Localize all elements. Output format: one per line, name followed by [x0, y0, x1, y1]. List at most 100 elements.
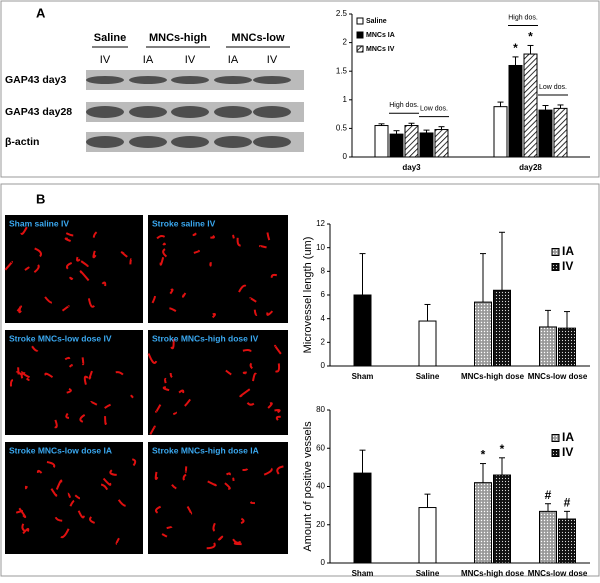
significance-mark: *: [500, 442, 505, 456]
micrograph: [5, 330, 143, 435]
bar: [420, 133, 433, 157]
blot-row-label: GAP43 day28: [5, 106, 72, 118]
panel-label: B: [36, 191, 45, 206]
legend-label: MNCs IA: [366, 32, 395, 39]
bar: [435, 130, 448, 157]
legend-swatch: [552, 264, 559, 271]
y-tick-label: 0: [343, 152, 348, 161]
vessel: [130, 259, 131, 264]
x-tick-label: MNCs-low dose: [528, 569, 588, 578]
significance-mark: *: [481, 448, 486, 462]
micrograph-label: Stroke MNCs-high dose IV: [152, 333, 259, 343]
dose-label: High dos.: [508, 14, 538, 21]
y-tick-label: 1.5: [336, 66, 348, 75]
micrograph: [148, 442, 288, 554]
significance-mark: *: [513, 41, 518, 55]
legend-swatch: [552, 249, 559, 256]
micrograph: [148, 215, 288, 323]
y-tick-label: 20: [316, 520, 325, 529]
vessel: [70, 278, 73, 280]
blot-band: [86, 136, 124, 148]
x-tick-label: day28: [519, 163, 542, 172]
y-tick-label: 12: [316, 219, 325, 228]
legend-swatch: [357, 46, 363, 52]
bar: [354, 473, 371, 563]
bar: [494, 290, 511, 366]
legend-swatch: [552, 435, 559, 442]
micrograph-label: Stroke MNCs-low dose IA: [9, 445, 112, 455]
micrograph-label: Stroke MNCs-high dose IA: [152, 445, 259, 455]
vessel: [105, 416, 106, 424]
lane-label: IV: [267, 54, 278, 66]
bar: [540, 511, 557, 563]
blot-band: [171, 76, 209, 84]
blot-group: MNCs-high: [149, 32, 207, 44]
vessel: [244, 373, 247, 374]
y-tick-label: 80: [316, 405, 325, 414]
blot-band: [129, 106, 167, 118]
blot-group: Saline: [94, 32, 126, 44]
blot-band: [214, 76, 252, 84]
y-tick-label: 0.5: [336, 124, 348, 133]
y-tick-label: 10: [316, 243, 325, 252]
legend-label: IA: [562, 430, 574, 444]
blot-group: MNCs-low: [231, 32, 285, 44]
y-tick-label: 4: [321, 314, 326, 323]
y-axis-label: Microvessel length (um): [302, 237, 314, 354]
blot-row-label: GAP43 day3: [5, 74, 66, 86]
dose-label: Low dos.: [420, 106, 448, 113]
lane-label: IA: [143, 54, 154, 66]
vessel: [83, 357, 84, 364]
vessel: [131, 396, 133, 398]
bar: [475, 483, 492, 563]
bar: [559, 328, 576, 366]
significance-mark: *: [528, 30, 533, 44]
legend-label: IV: [562, 445, 573, 459]
bar: [405, 126, 418, 157]
vessel: [233, 236, 234, 239]
lane-label: IA: [228, 54, 239, 66]
bar: [419, 321, 436, 366]
micrograph-label: Stroke saline IV: [152, 218, 216, 228]
x-tick-label: day3: [402, 163, 421, 172]
bar: [559, 519, 576, 563]
bar: [494, 475, 511, 563]
y-tick-label: 2: [321, 337, 326, 346]
vessel: [251, 502, 255, 503]
significance-mark: #: [564, 496, 571, 510]
blot-band: [129, 136, 167, 148]
x-tick-label: MNCs-high dose: [461, 372, 525, 381]
bar: [509, 65, 522, 157]
y-tick-label: 2.5: [336, 9, 348, 18]
y-tick-label: 6: [321, 290, 326, 299]
micrograph: [5, 442, 143, 554]
dose-label: Low dos.: [539, 84, 567, 91]
vessel: [38, 471, 42, 473]
panel-label: A: [36, 5, 46, 20]
blot-band: [253, 106, 291, 118]
legend-label: MNCs IV: [366, 46, 395, 53]
blot-band: [86, 76, 124, 84]
bar: [475, 302, 492, 366]
legend-label: IA: [562, 244, 574, 258]
blot-band: [214, 106, 252, 118]
vessel: [19, 306, 21, 312]
blot-band: [86, 106, 124, 118]
blot-band: [129, 76, 167, 84]
vessel: [26, 486, 27, 488]
vessel: [167, 527, 172, 528]
blot-band: [214, 136, 252, 148]
x-tick-label: MNCs-low dose: [528, 372, 588, 381]
y-tick-label: 0: [321, 361, 326, 370]
y-tick-label: 8: [321, 266, 326, 275]
legend-swatch: [357, 18, 363, 24]
micrograph: [148, 330, 288, 435]
blot-band: [171, 106, 209, 118]
bar: [524, 54, 537, 157]
bar: [539, 110, 552, 157]
y-tick-label: 1: [343, 95, 348, 104]
bar: [554, 108, 567, 157]
